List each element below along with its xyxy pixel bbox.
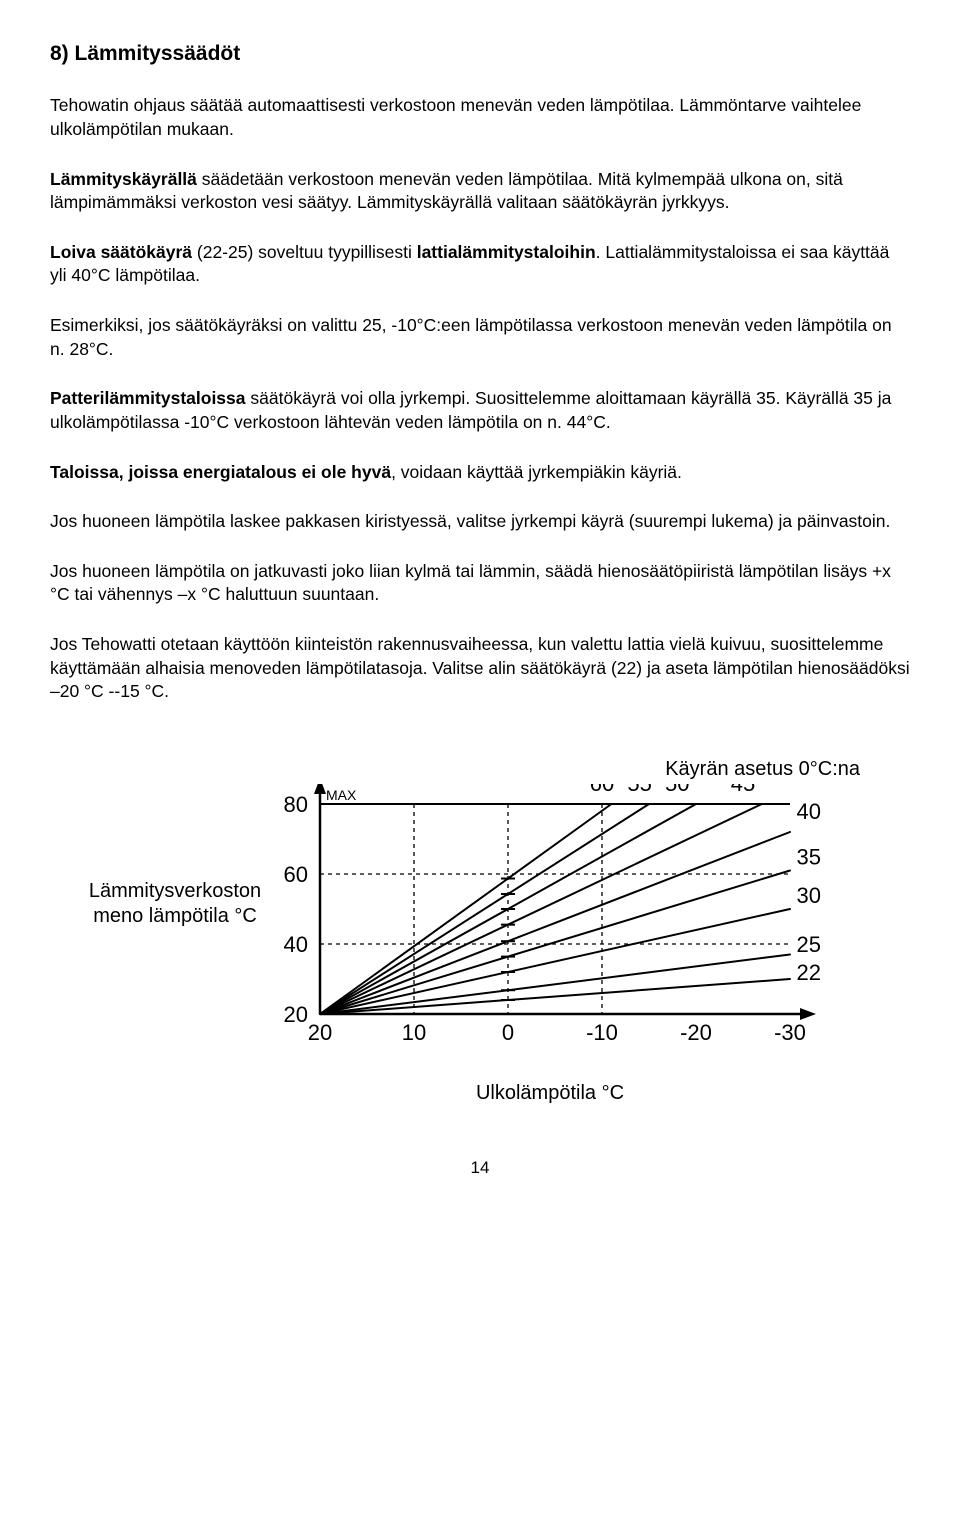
svg-text:60: 60 [590,784,614,796]
svg-text:-30: -30 [774,1020,806,1045]
svg-text:40: 40 [797,799,821,824]
svg-text:45: 45 [731,784,755,796]
paragraph: Jos huoneen lämpötila on jatkuvasti joko… [50,560,910,607]
svg-text:MAX: MAX [326,787,357,803]
svg-text:80: 80 [284,792,308,817]
paragraph: Loiva säätökäyrä (22-25) soveltuu tyypil… [50,241,910,288]
svg-text:-10: -10 [586,1020,618,1045]
svg-text:35: 35 [797,844,821,869]
chart-x-axis-label: Ulkolämpötila °C [250,1080,850,1107]
chart-svg: 20 40 60 80 20 10 0 -10 -20 -30 MAX 60 55 50 45 40 35 30 2… [250,784,850,1074]
chart-y-axis-label: Lämmitysverkoston meno lämpötila °C [80,879,270,929]
paragraph: Tehowatin ohjaus säätää automaattisesti … [50,94,910,141]
svg-text:30: 30 [797,883,821,908]
svg-text:40: 40 [284,932,308,957]
chart-title-right: Käyrän asetus 0°C:na [665,756,860,783]
svg-text:22: 22 [797,960,821,985]
page-number: 14 [50,1157,910,1180]
paragraph: Taloissa, joissa energiatalous ei ole hy… [50,461,910,485]
paragraph: Patterilämmitystaloissa säätökäyrä voi o… [50,387,910,434]
svg-text:60: 60 [284,862,308,887]
paragraph: Jos Tehowatti otetaan käyttöön kiinteist… [50,633,910,704]
paragraph: Esimerkiksi, jos säätökäyräksi on valitt… [50,314,910,361]
section-heading: 8) Lämmityssäädöt [50,40,910,68]
paragraph: Jos huoneen lämpötila laskee pakkasen ki… [50,510,910,534]
svg-text:25: 25 [797,932,821,957]
svg-text:20: 20 [308,1020,332,1045]
svg-text:-20: -20 [680,1020,712,1045]
svg-text:10: 10 [402,1020,426,1045]
paragraph: Lämmityskäyrällä säädetään verkostoon me… [50,168,910,215]
heating-curve-chart: Käyrän asetus 0°C:na Lämmitysverkoston m… [90,784,870,1107]
svg-text:55: 55 [627,784,651,796]
body-text: Tehowatin ohjaus säätää automaattisesti … [50,94,910,704]
svg-text:20: 20 [284,1002,308,1027]
svg-text:50: 50 [665,784,689,796]
svg-text:0: 0 [502,1020,514,1045]
